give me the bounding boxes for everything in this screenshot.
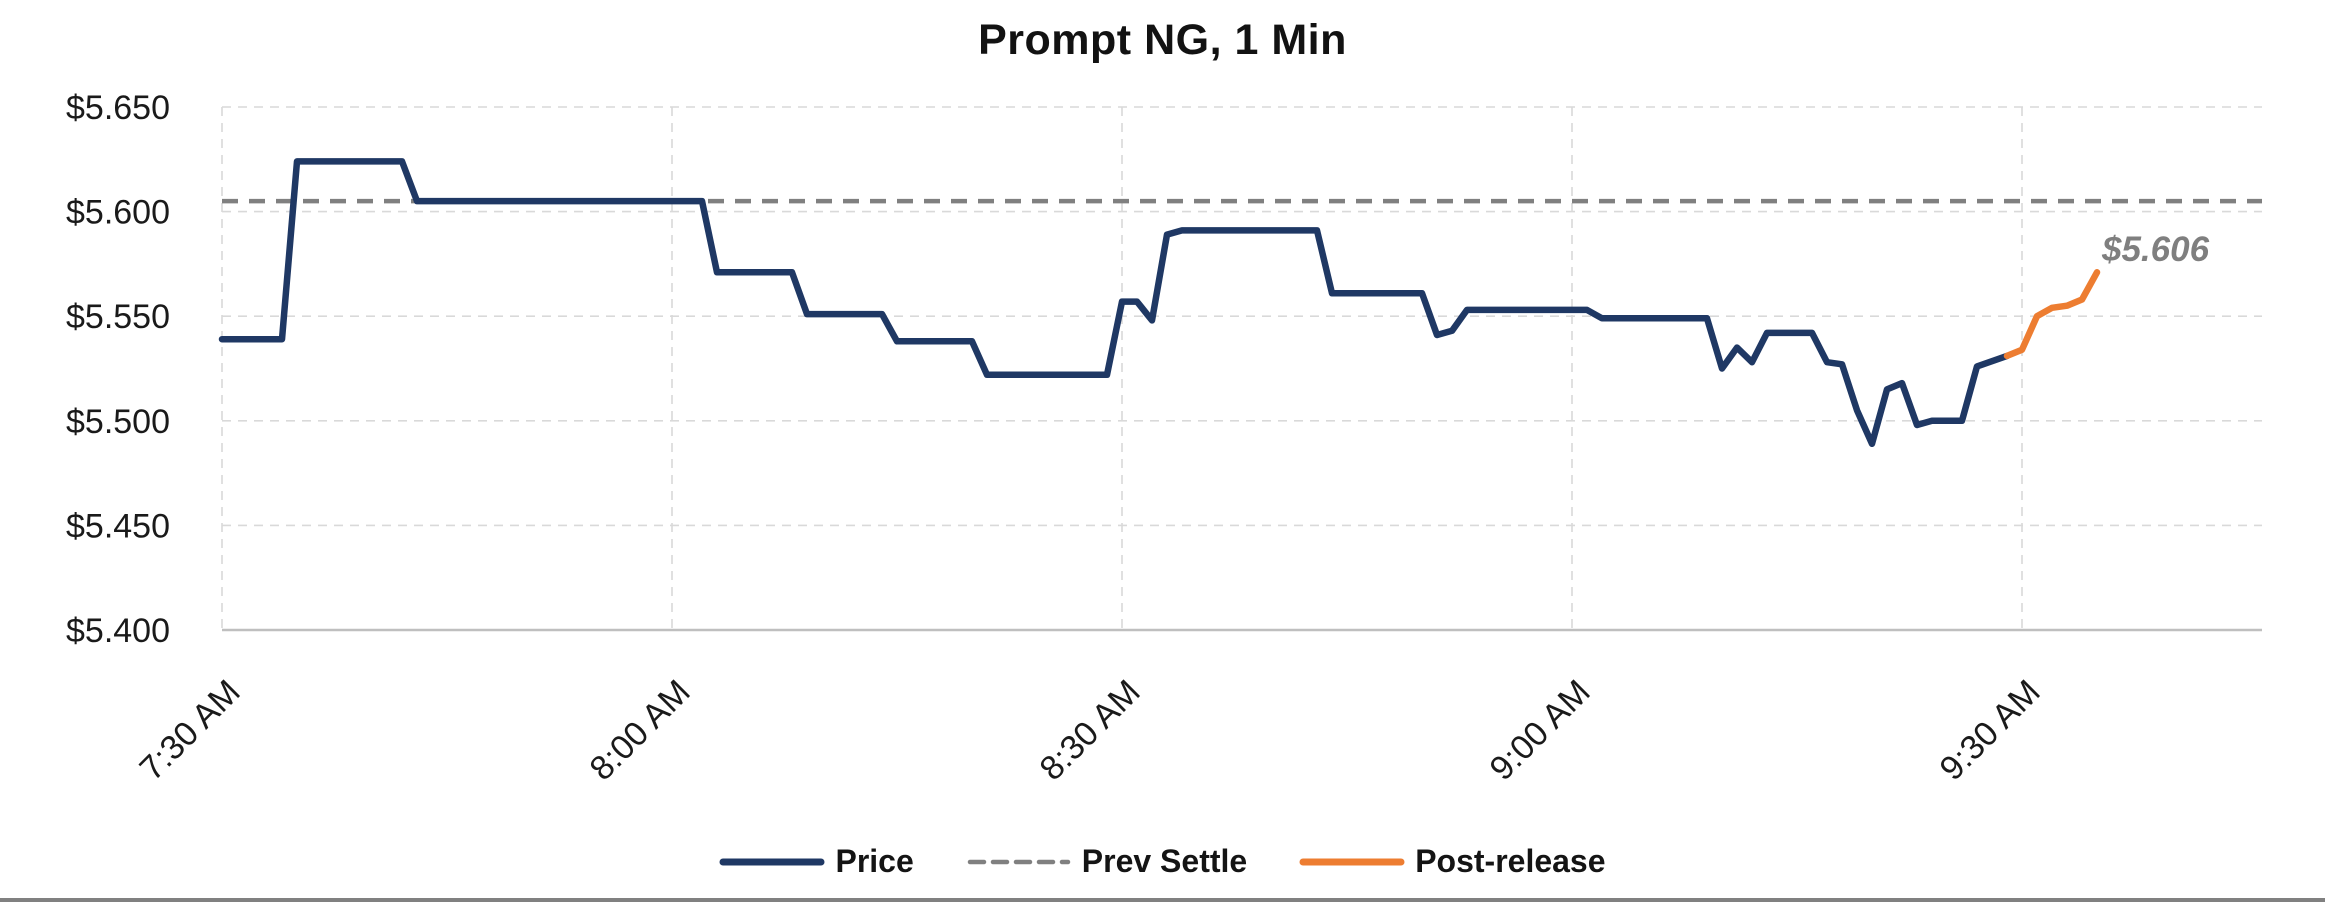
- post-release-line: [2003, 269, 2101, 360]
- y-tick-label: $5.500: [66, 403, 170, 441]
- chart-legend: Price Prev Settle Post-release: [0, 843, 2325, 880]
- x-tick-label: 9:30 AM: [1933, 673, 2048, 788]
- x-tick-label: 7:30 AM: [133, 673, 248, 788]
- y-tick-label: $5.600: [66, 194, 170, 232]
- legend-label-price: Price: [835, 843, 914, 879]
- x-tick-label: 8:30 AM: [1033, 673, 1148, 788]
- y-tick-label: $5.550: [66, 298, 170, 336]
- x-tick-label: 8:00 AM: [583, 673, 698, 788]
- last-price-label: $5.606: [2102, 230, 2210, 269]
- y-tick-label: $5.400: [66, 612, 170, 650]
- post-release-swatch: [1299, 858, 1405, 865]
- legend-item-post-release: Post-release: [1299, 843, 1606, 880]
- price-line: [218, 158, 2011, 448]
- prev-settle-swatch: [967, 859, 1071, 864]
- x-tick-label: 9:00 AM: [1483, 673, 1598, 788]
- legend-item-price: Price: [719, 843, 914, 880]
- legend-label-prev-settle: Prev Settle: [1081, 843, 1248, 879]
- y-tick-label: $5.650: [66, 89, 170, 127]
- chart-title: Prompt NG, 1 Min: [978, 16, 1347, 64]
- price-line-swatch: [719, 858, 825, 865]
- y-tick-label: $5.450: [66, 507, 170, 545]
- legend-label-post-release: Post-release: [1415, 843, 1606, 879]
- legend-item-prev-settle: Prev Settle: [966, 843, 1247, 880]
